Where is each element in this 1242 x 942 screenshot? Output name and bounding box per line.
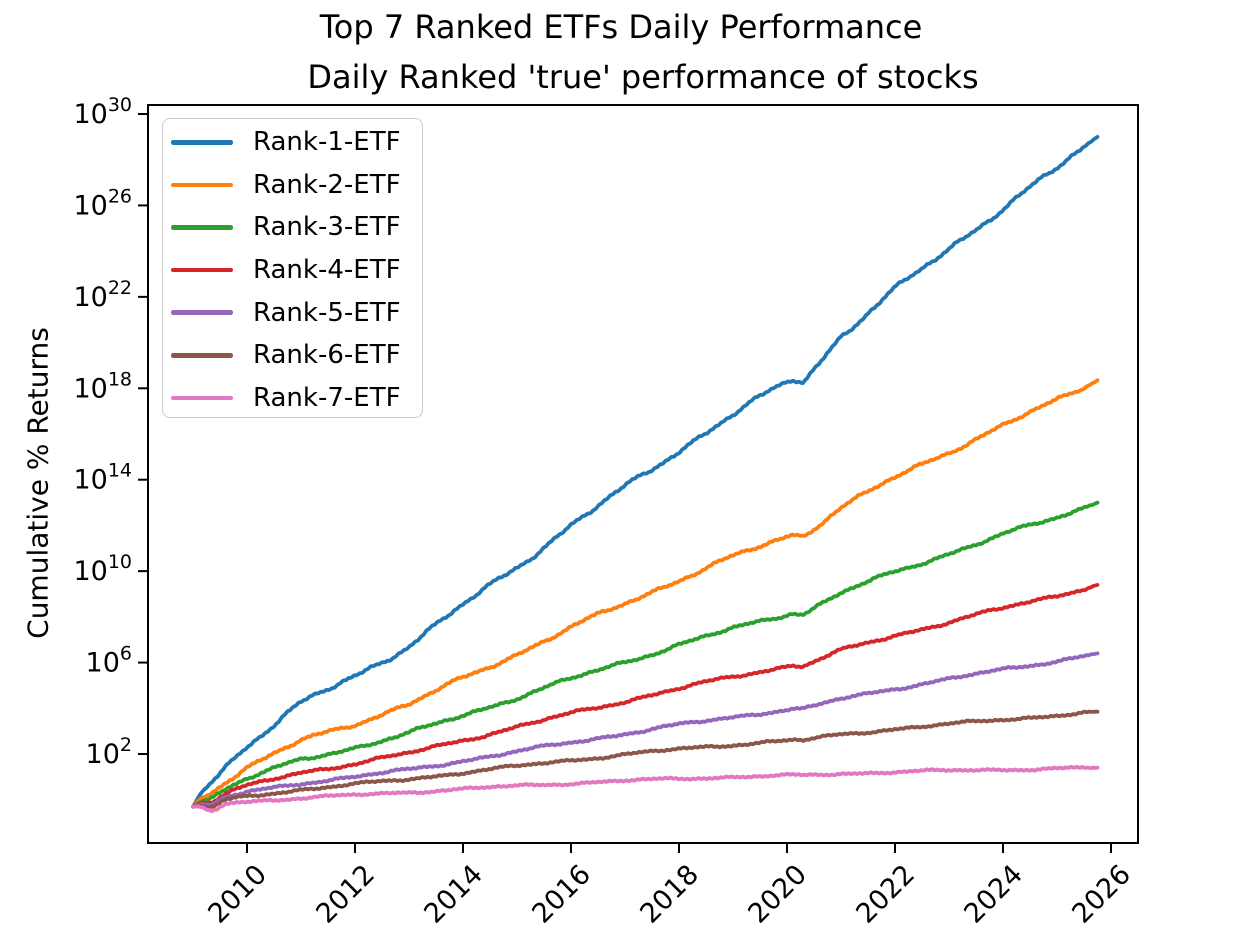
y-tick-base: 10: [73, 99, 107, 130]
x-tick-label-2022: 2022: [850, 859, 921, 930]
y-tick-base: 10: [86, 648, 120, 679]
x-tick-label-2014: 2014: [418, 859, 489, 930]
legend-label: Rank-1-ETF: [253, 127, 401, 158]
y-tick-exponent: 30: [108, 94, 132, 116]
y-tick-exponent: 22: [108, 277, 132, 299]
series-line-rank-3-etf: [191, 500, 1100, 809]
legend-entry-rank-5-etf: Rank-5-ETF: [171, 291, 422, 334]
legend-entry-rank-1-etf: Rank-1-ETF: [171, 121, 422, 164]
legend-entry-rank-2-etf: Rank-2-ETF: [171, 164, 422, 207]
x-tick-label-2026: 2026: [1066, 859, 1137, 930]
y-tick-base: 10: [73, 282, 107, 313]
figure-suptitle: Top 7 Ranked ETFs Daily Performance: [319, 8, 923, 46]
legend-label: Rank-7-ETF: [253, 382, 401, 413]
legend-label: Rank-3-ETF: [253, 212, 401, 243]
x-tick-label-2024: 2024: [958, 859, 1029, 930]
series-line-rank-5-etf: [191, 651, 1100, 809]
legend-label: Rank-4-ETF: [253, 255, 401, 286]
series-line-rank-7-etf: [191, 764, 1100, 814]
legend-line-sample-rank-4-etf: [171, 267, 233, 273]
legend-line-sample-rank-7-etf: [171, 395, 233, 401]
legend-label: Rank-5-ETF: [253, 297, 401, 328]
legend-line-sample-rank-5-etf: [171, 310, 233, 315]
y-tick-label-1e26: 1026: [73, 185, 132, 221]
y-tick-exponent: 14: [108, 460, 132, 482]
legend-entry-rank-3-etf: Rank-3-ETF: [171, 206, 422, 249]
y-tick-label-1e30: 1030: [73, 94, 132, 130]
legend-label: Rank-6-ETF: [253, 340, 401, 371]
y-tick-base: 10: [73, 373, 107, 404]
legend-line-sample-rank-6-etf: [171, 353, 233, 358]
legend-line-sample-rank-1-etf: [171, 140, 233, 145]
y-tick-label-1e22: 1022: [73, 277, 132, 313]
y-tick-base: 10: [73, 190, 107, 221]
series-line-rank-6-etf: [191, 709, 1100, 810]
y-tick-label-1e2: 102: [86, 734, 132, 770]
y-tick-label-1e6: 106: [86, 643, 132, 679]
axes-frame: [147, 104, 1139, 844]
y-tick-base: 10: [73, 556, 107, 587]
y-tick-label-1e10: 1010: [73, 551, 132, 587]
series-line-rank-4-etf: [191, 583, 1100, 809]
x-tick-label-2018: 2018: [634, 859, 705, 930]
x-tick-label-2020: 2020: [742, 859, 813, 930]
y-tick-base: 10: [73, 465, 107, 496]
axes-title: Daily Ranked 'true' performance of stock…: [307, 58, 979, 96]
x-tick-label-2012: 2012: [310, 859, 381, 930]
legend-entry-rank-6-etf: Rank-6-ETF: [171, 334, 422, 377]
y-tick-base: 10: [86, 739, 120, 770]
y-tick-exponent: 26: [108, 185, 132, 207]
legend-line-sample-rank-3-etf: [171, 225, 233, 230]
legend-entry-rank-7-etf: Rank-7-ETF: [171, 377, 422, 420]
y-tick-exponent: 6: [120, 643, 132, 665]
legend-line-sample-rank-2-etf: [171, 182, 233, 188]
y-tick-exponent: 2: [120, 734, 132, 756]
y-tick-exponent: 18: [108, 368, 132, 390]
series-line-rank-1-etf: [191, 135, 1100, 809]
x-tick-label-2010: 2010: [202, 859, 273, 930]
legend-entry-rank-4-etf: Rank-4-ETF: [171, 249, 422, 292]
legend-label: Rank-2-ETF: [253, 169, 401, 200]
y-tick-exponent: 10: [108, 551, 132, 573]
legend: Rank-1-ETF Rank-2-ETF Rank-3-ETF Rank-4-ETF…: [162, 118, 423, 418]
y-tick-label-1e18: 1018: [73, 368, 132, 404]
x-tick-label-2016: 2016: [526, 859, 597, 930]
y-tick-label-1e14: 1014: [73, 460, 132, 496]
series-line-rank-2-etf: [191, 378, 1100, 809]
